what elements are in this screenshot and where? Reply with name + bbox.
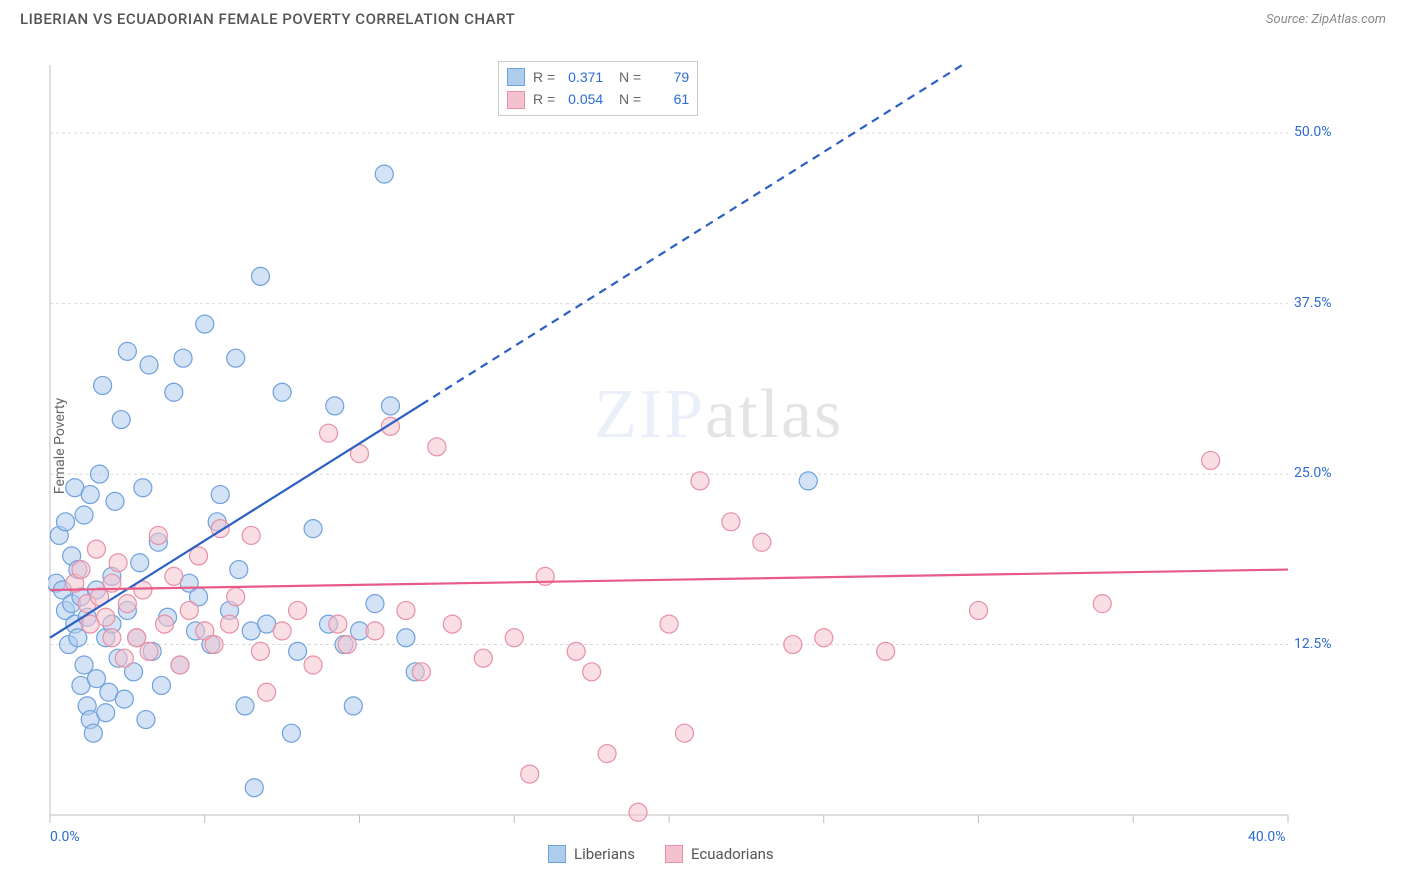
n-label: N =	[611, 66, 641, 88]
legend-series-label: Ecuadorians	[691, 845, 774, 863]
x-tick-label: 0.0%	[50, 829, 80, 845]
chart-svg	[48, 55, 1348, 835]
legend-swatch	[507, 68, 525, 86]
legend-series-label: Liberians	[574, 845, 635, 863]
correlation-legend: R = 0.371 N = 79R = 0.054 N = 61	[498, 61, 698, 116]
legend-swatch	[507, 91, 525, 109]
y-tick-label: 12.5%	[1294, 636, 1332, 652]
legend-stat-row: R = 0.371 N = 79	[507, 66, 689, 88]
source-attribution: Source: ZipAtlas.com	[1266, 12, 1386, 27]
chart-title: LIBERIAN VS ECUADORIAN FEMALE POVERTY CO…	[20, 10, 515, 28]
r-label: R =	[533, 66, 555, 88]
series-legend: Liberians Ecuadorians	[548, 845, 774, 863]
legend-swatch	[665, 845, 683, 863]
y-tick-label: 37.5%	[1294, 295, 1332, 311]
scatter-chart: R = 0.371 N = 79R = 0.054 N = 61 ZIPatla…	[48, 55, 1348, 835]
legend-series-item: Ecuadorians	[665, 845, 774, 863]
legend-series-item: Liberians	[548, 845, 635, 863]
n-value: 79	[649, 66, 689, 88]
n-label: N =	[611, 88, 641, 110]
x-tick-label: 40.0%	[1248, 829, 1286, 845]
legend-stat-row: R = 0.054 N = 61	[507, 88, 689, 110]
y-tick-label: 50.0%	[1294, 124, 1332, 140]
r-value: 0.371	[563, 66, 603, 88]
legend-swatch	[548, 845, 566, 863]
r-label: R =	[533, 88, 555, 110]
y-tick-label: 25.0%	[1294, 465, 1332, 481]
r-value: 0.054	[563, 88, 603, 110]
n-value: 61	[649, 88, 689, 110]
